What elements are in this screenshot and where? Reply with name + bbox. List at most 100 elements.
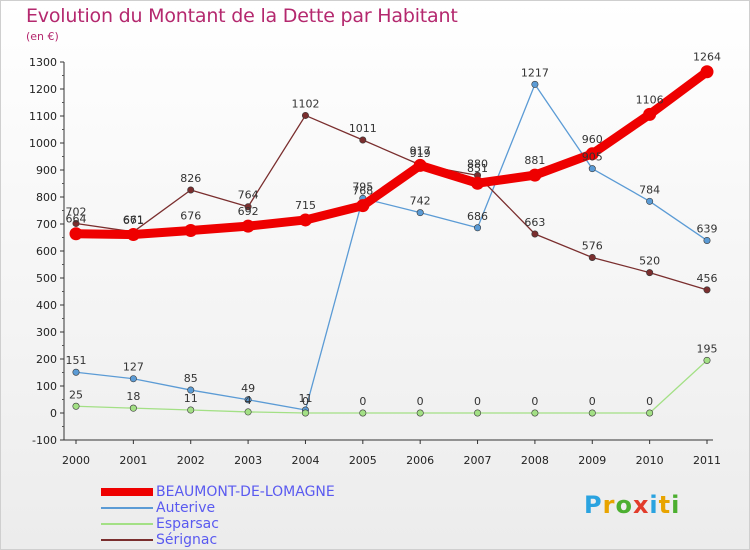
data-point	[646, 269, 654, 277]
data-point	[72, 368, 80, 376]
y-tick-label: 300	[36, 326, 57, 339]
y-tick-label: 400	[36, 299, 57, 312]
data-label: 1264	[693, 51, 721, 64]
data-label: 715	[295, 199, 316, 212]
y-tick-label: 1200	[29, 83, 57, 96]
data-label: 663	[524, 216, 545, 229]
data-point	[359, 409, 367, 417]
logo-letter: P	[584, 491, 603, 519]
data-point	[646, 197, 654, 205]
data-label: 676	[180, 209, 201, 222]
logo-letter: i	[671, 491, 681, 519]
data-label: 0	[474, 395, 481, 408]
data-point	[703, 356, 711, 364]
x-tick-label: 2000	[62, 454, 90, 467]
data-label: 784	[639, 183, 660, 196]
series-line-sérignac	[75, 114, 708, 291]
x-tick-label: 2003	[234, 454, 262, 467]
data-point	[528, 168, 542, 182]
data-label: 768	[352, 185, 373, 198]
data-label: 85	[184, 372, 198, 385]
data-label: 11	[184, 392, 198, 405]
x-tick-label: 2009	[578, 454, 606, 467]
data-label: 692	[238, 205, 259, 218]
data-label: 702	[66, 205, 87, 218]
data-label: 686	[467, 210, 488, 223]
data-point	[187, 386, 195, 394]
data-label: 4	[245, 394, 252, 407]
y-tick-label: 600	[36, 245, 57, 258]
data-label: 520	[639, 255, 660, 268]
data-point	[298, 213, 312, 227]
data-point	[703, 236, 711, 244]
y-tick-label: 500	[36, 272, 57, 285]
y-tick-label: 800	[36, 191, 57, 204]
legend-swatch	[101, 507, 153, 509]
data-point	[588, 253, 596, 261]
data-point	[646, 409, 654, 417]
chart-axes: -100010020030040050060070080090010001100…	[29, 56, 721, 467]
legend-label: Auterive	[156, 500, 216, 516]
logo-letter: t	[658, 491, 672, 519]
logo-letter: o	[615, 491, 633, 519]
data-point	[588, 165, 596, 173]
y-tick-label: 700	[36, 218, 57, 231]
data-point	[588, 409, 596, 417]
data-label: 919	[410, 147, 431, 160]
y-tick-label: 200	[36, 353, 57, 366]
data-label: 826	[180, 172, 201, 185]
data-label: 764	[238, 189, 259, 202]
legend-swatch	[101, 523, 153, 525]
data-label: 0	[359, 395, 366, 408]
data-point	[241, 219, 255, 233]
legend-label: Esparsac	[156, 516, 219, 532]
data-point	[126, 228, 140, 242]
data-label: 0	[646, 395, 653, 408]
x-tick-label: 2004	[291, 454, 319, 467]
logo-letter: r	[602, 491, 616, 519]
legend-label: BEAUMONT-DE-LOMAGNE	[156, 484, 335, 500]
data-label: 0	[589, 395, 596, 408]
data-point	[474, 409, 482, 417]
data-label: 195	[697, 342, 718, 355]
data-label: 661	[123, 214, 144, 227]
data-point	[72, 219, 80, 227]
x-tick-label: 2005	[349, 454, 377, 467]
data-point	[585, 147, 599, 161]
data-label: 851	[467, 162, 488, 175]
data-point	[187, 186, 195, 194]
data-point	[129, 404, 137, 412]
data-point	[474, 224, 482, 232]
y-tick-label: 0	[50, 407, 57, 420]
legend-swatch	[101, 539, 153, 541]
logo-letter: x	[632, 491, 650, 519]
data-point	[72, 402, 80, 410]
data-point	[416, 209, 424, 217]
data-label: 127	[123, 361, 144, 374]
x-tick-label: 2006	[406, 454, 434, 467]
y-tick-label: -100	[32, 434, 57, 447]
data-label: 905	[582, 151, 603, 164]
data-label: 880	[467, 157, 488, 170]
data-label: 1106	[636, 93, 664, 106]
legend-swatch	[101, 488, 153, 496]
data-point	[187, 406, 195, 414]
data-label: 0	[417, 395, 424, 408]
data-point	[244, 408, 252, 416]
data-point	[700, 65, 714, 79]
data-label: 742	[410, 195, 431, 208]
data-point	[359, 136, 367, 144]
data-point	[244, 203, 252, 211]
data-point	[244, 396, 252, 404]
data-point	[643, 107, 657, 121]
data-point	[301, 409, 309, 417]
legend-label: Sérignac	[156, 532, 218, 548]
data-label: 960	[582, 133, 603, 146]
series-line-esparsac	[75, 359, 708, 414]
data-label: 664	[66, 213, 87, 226]
y-tick-label: 900	[36, 164, 57, 177]
data-label: 0	[531, 395, 538, 408]
data-point	[356, 199, 370, 213]
